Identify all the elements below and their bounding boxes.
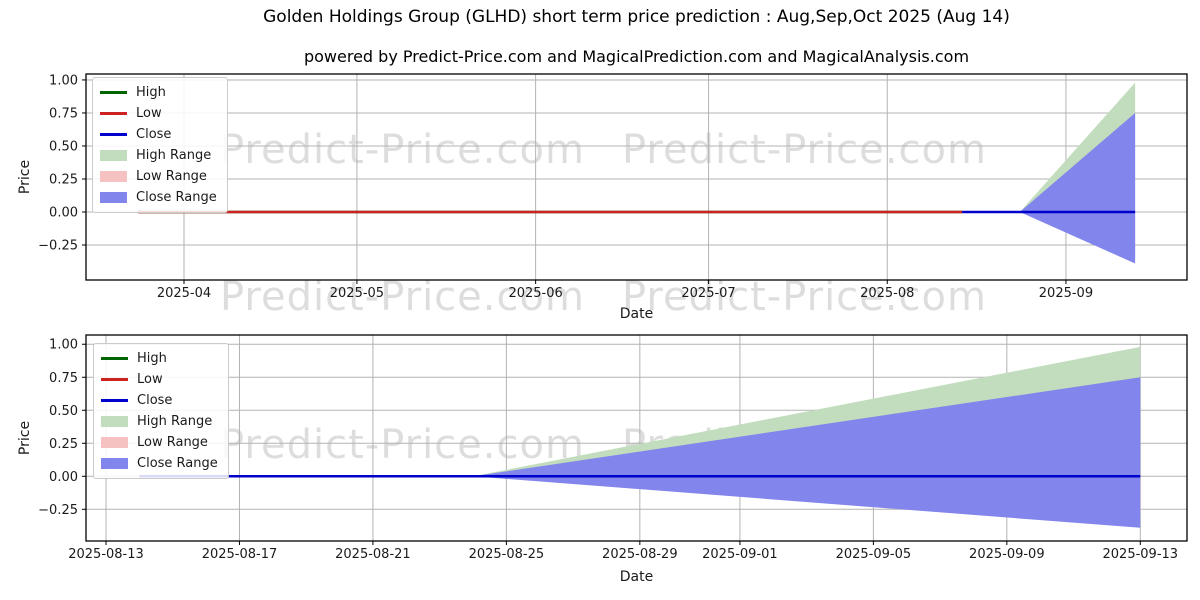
legend-entry-high: High [101,348,218,369]
figure-subtitle: powered by Predict-Price.com and Magical… [303,47,970,66]
legend-entry-close: Close [100,124,217,145]
legend-swatch-close-line [101,399,128,402]
x-tick-label: 2025-08-25 [469,547,545,562]
watermark-text: Predict-Price.com [220,422,585,468]
legend-label: High [136,85,166,100]
legend-entry-high-range: High Range [101,411,218,432]
x-tick-label: 2025-08-13 [68,547,144,562]
x-tick-label: 2025-09-09 [969,547,1045,562]
legend-label: High Range [136,148,212,163]
y-axis-label: Price [17,160,33,194]
x-tick-label: 2025-05 [330,286,384,301]
legend-swatch-high-line [100,91,127,94]
x-tick-label: 2025-09 [1039,286,1093,301]
legend-label: Close Range [137,456,218,471]
legend-entry-low: Low [100,103,217,124]
legend-swatch-close-range-patch [100,192,127,203]
legend-label: Close Range [136,190,217,205]
legend-swatch-low-line [100,112,127,115]
range-band-close-range [473,377,1141,528]
y-tick-label: 0.25 [49,172,78,187]
y-tick-label: −0.25 [38,239,78,254]
figure-title: Golden Holdings Group (GLHD) short term … [263,7,1010,27]
y-tick-label: 1.00 [49,338,78,353]
legend-swatch-high-range-patch [101,416,128,427]
y-tick-label: 0.25 [49,437,78,452]
y-tick-label: 0.50 [49,404,78,419]
legend-swatch-low-range-patch [101,437,128,448]
legend-label: Close [137,393,173,408]
y-tick-label: −0.25 [38,503,78,518]
legend-swatch-low-line [101,378,128,381]
legend-bottom-chart: High Low Close High Range Low Range Close Ran… [93,343,229,479]
x-axis-label: Date [620,306,653,322]
watermark-text: Predict-Price.com [622,274,987,320]
y-tick-label: 0.75 [49,371,78,386]
x-tick-label: 2025-04 [157,286,211,301]
legend-entry-low-range: Low Range [100,166,217,187]
legend-entry-close-range: Close Range [100,187,217,208]
legend-entry-low: Low [101,369,218,390]
x-tick-label: 2025-09-01 [702,547,778,562]
x-tick-label: 2025-06 [508,286,562,301]
legend-label: Low [136,106,162,121]
subplot-0: 2025-04 2025-05 2025-06 2025-07 2025-08 2025-… [17,73,1188,322]
legend-label: High Range [137,414,213,429]
legend-entry-low-range: Low Range [101,432,218,453]
legend-label: Low Range [137,435,208,450]
legend-entry-close-range: Close Range [101,453,218,474]
legend-top-chart: High Low Close High Range Low Range Close Ran… [92,77,228,213]
legend-entry-high-range: High Range [100,145,217,166]
legend-swatch-close-line [100,133,127,136]
legend-swatch-high-line [101,357,128,360]
legend-swatch-high-range-patch [100,150,127,161]
y-tick-label: 0.50 [49,139,78,154]
x-tick-label: 2025-08-29 [602,547,678,562]
x-axis-label: Date [620,569,653,585]
legend-entry-high: High [100,82,217,103]
plot-border [85,334,1188,542]
watermark-text: Predict-Price.com [220,274,585,320]
legend-label: Low Range [136,169,207,184]
x-tick-label: 2025-07 [681,286,735,301]
x-tick-label: 2025-08-17 [202,547,278,562]
legend-label: High [137,351,167,366]
y-tick-label: 0.00 [49,470,78,485]
subplot-1: 2025-08-13 2025-08-17 2025-08-21 2025-08-25… [17,334,1188,585]
legend-label: Low [137,372,163,387]
x-tick-label: 2025-09-05 [836,547,912,562]
y-tick-label: 1.00 [49,73,78,88]
watermark-text: Predict-Price.com [220,127,585,173]
range-band-close-range [1019,112,1136,264]
x-tick-label: 2025-08 [860,286,914,301]
legend-entry-close: Close [101,390,218,411]
legend-swatch-close-range-patch [101,458,128,469]
legend-label: Close [136,127,172,142]
y-tick-label: 0.75 [49,106,78,121]
y-tick-label: 0.00 [49,205,78,220]
x-tick-label: 2025-09-13 [1103,547,1179,562]
legend-swatch-low-range-patch [100,171,127,182]
plot-border [85,73,1188,281]
watermark-text: Predict-Price.com [622,127,987,173]
x-tick-label: 2025-08-21 [335,547,411,562]
y-axis-label: Price [17,421,33,455]
